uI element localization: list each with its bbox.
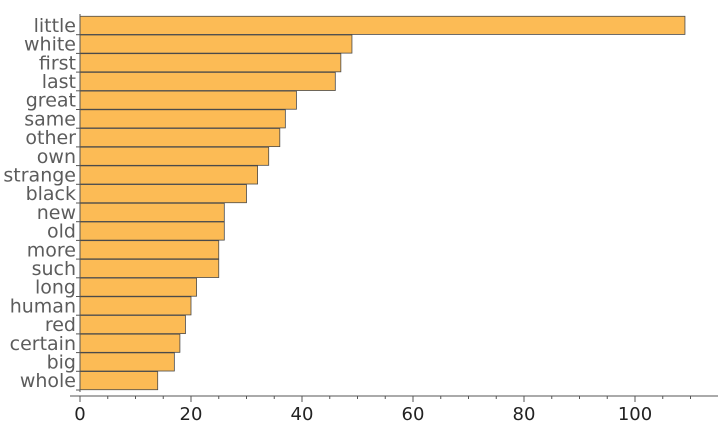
category-label-last: last xyxy=(42,71,76,93)
category-label-certain: certain xyxy=(10,333,76,355)
x-tick-label: 0 xyxy=(74,404,85,425)
bar-red xyxy=(79,315,186,335)
category-label-other: other xyxy=(25,127,76,149)
category-label-own: own xyxy=(37,146,76,168)
x-tick-label: 40 xyxy=(291,404,314,425)
bar-whole xyxy=(79,371,159,391)
category-label-whole: whole xyxy=(20,370,76,392)
bar-other xyxy=(79,128,281,148)
bar-strange xyxy=(79,165,259,185)
bar-little xyxy=(79,15,686,35)
x-tick-label: 80 xyxy=(513,404,536,425)
category-labels-group: littlewhitefirstlastgreatsameotherownstr… xyxy=(3,15,80,392)
bar-same xyxy=(79,109,286,129)
bar-more xyxy=(79,240,220,260)
category-label-old: old xyxy=(47,221,76,243)
bar-own xyxy=(79,146,270,166)
bars-group xyxy=(79,15,686,391)
x-tick-label: 100 xyxy=(618,404,652,425)
bar-human xyxy=(79,296,192,316)
bar-certain xyxy=(79,333,181,353)
bar-new xyxy=(79,202,225,222)
bar-big xyxy=(79,352,175,372)
bar-great xyxy=(79,90,297,110)
category-label-first: first xyxy=(39,52,76,74)
bar-such xyxy=(79,258,220,278)
x-tick-label: 60 xyxy=(402,404,425,425)
category-label-such: such xyxy=(32,258,76,280)
category-label-strange: strange xyxy=(3,164,76,186)
bar-black xyxy=(79,184,247,204)
bar-first xyxy=(79,53,342,73)
category-label-long: long xyxy=(35,277,76,299)
category-label-human: human xyxy=(10,295,76,317)
category-label-big: big xyxy=(47,351,76,373)
category-label-black: black xyxy=(26,183,76,205)
x-ticks-group: 0 20 40 60 80 100 xyxy=(74,396,691,425)
category-label-white: white xyxy=(24,34,76,56)
category-label-great: great xyxy=(26,90,76,112)
bar-long xyxy=(79,277,197,297)
bar-old xyxy=(79,221,225,241)
category-label-red: red xyxy=(45,314,76,336)
category-label-little: little xyxy=(34,15,76,37)
x-tick-label: 20 xyxy=(180,404,203,425)
category-label-new: new xyxy=(37,202,76,224)
bar-white xyxy=(79,34,353,54)
bar-last xyxy=(79,71,336,91)
category-label-more: more xyxy=(27,239,76,261)
category-label-same: same xyxy=(24,108,76,130)
